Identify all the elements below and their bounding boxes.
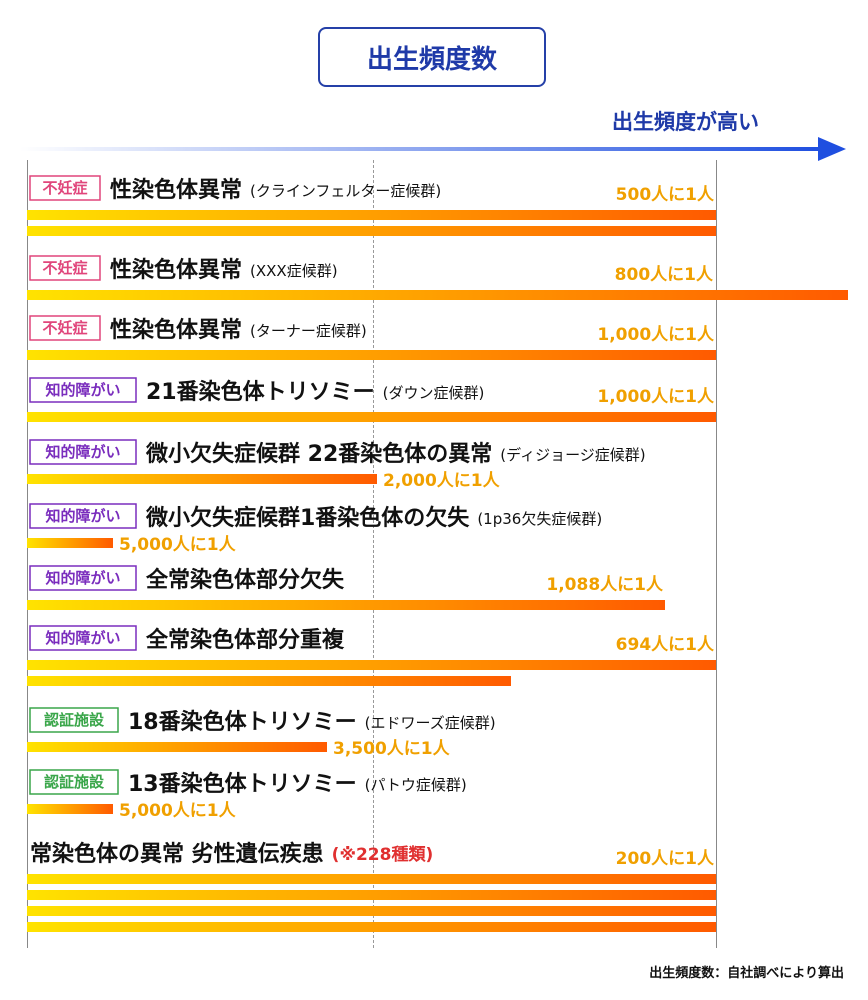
row-detail: (※228種類) [332, 844, 434, 865]
category-badge [29, 707, 119, 733]
row-detail: (ターナー症候群) [250, 322, 367, 340]
category-badge [29, 503, 137, 529]
row-detail: (クラインフェルター症候群) [250, 182, 441, 200]
category-badge [29, 439, 137, 465]
category-badge [29, 175, 101, 201]
frequency-bar [27, 906, 716, 916]
frequency-bar [27, 226, 716, 236]
category-badge [29, 565, 137, 591]
frequency-bar [27, 412, 716, 422]
row-name: 18番染色体トリソミー [128, 709, 357, 735]
frequency-label: 1,000人に1人 [597, 387, 715, 407]
frequency-label: 5,000人に1人 [119, 801, 237, 821]
category-badge-label: 認証施設 [44, 773, 105, 791]
chart-row: 知的障がい 微小欠失症候群1番染色体の欠失 (1p36欠失症候群) 5,000人に1人 [27, 503, 602, 555]
category-badge-label: 知的障がい [45, 381, 120, 399]
chart-row: 不妊症 性染色体異常 (ターナー症候群) 1,000人に1人 [27, 315, 716, 360]
frequency-bar [27, 210, 716, 220]
row-detail: (1p36欠失症候群) [477, 510, 602, 528]
row-name: 性染色体異常 [110, 317, 242, 343]
chart-title: 出生頻度数 [318, 27, 546, 87]
frequency-bar [27, 890, 716, 900]
row-detail: (XXX症候群) [250, 262, 338, 280]
row-detail: (パトウ症候群) [365, 776, 467, 794]
frequency-label: 3,500人に1人 [333, 739, 451, 759]
category-badge [29, 377, 137, 403]
axis-mid-line [373, 160, 374, 948]
row-name: 常染色体の異常 劣性遺伝疾患 [30, 841, 324, 867]
frequency-bar [27, 742, 327, 752]
frequency-label: 5,000人に1人 [119, 535, 237, 555]
category-badge-label: 不妊症 [42, 319, 87, 337]
frequency-bar [27, 474, 377, 484]
row-name: 13番染色体トリソミー [128, 771, 357, 797]
chart-row: 常染色体の異常 劣性遺伝疾患 (※228種類) 200人に1人 [27, 841, 716, 932]
frequency-bar [27, 922, 716, 932]
category-badge-label: 不妊症 [42, 179, 87, 197]
frequency-bar [27, 600, 665, 610]
chart-row: 知的障がい 全常染色体部分欠失 1,088人に1人 [27, 565, 665, 610]
frequency-label: 2,000人に1人 [383, 471, 501, 491]
chart-row: 認証施設 18番染色体トリソミー (エドワーズ症候群) 3,500人に1人 [27, 707, 496, 759]
category-badge-label: 知的障がい [45, 569, 120, 587]
chart-row: 知的障がい 微小欠失症候群 22番染色体の異常 (ディジョージ症候群) 2,000人に… [27, 439, 646, 491]
frequency-label: 694人に1人 [616, 635, 715, 655]
row-name: 微小欠失症候群 22番染色体の異常 [145, 441, 492, 467]
category-badge [29, 769, 119, 795]
frequency-bar [27, 804, 113, 814]
row-name: 21番染色体トリソミー [146, 379, 375, 405]
footer-note: 出生頻度数：自社調べにより算出 [649, 966, 844, 981]
row-detail: (エドワーズ症候群) [365, 714, 496, 732]
axis-left-line [27, 160, 28, 948]
axis-right-line [716, 160, 717, 948]
row-name: 性染色体異常 [110, 177, 242, 203]
frequency-label: 1,088人に1人 [546, 575, 664, 595]
category-badge-label: 知的障がい [45, 507, 120, 525]
frequency-bar [27, 290, 848, 300]
row-detail: (ディジョージ症候群) [500, 446, 645, 464]
category-badge [29, 255, 101, 281]
frequency-label: 800人に1人 [615, 265, 714, 285]
chart-row: 知的障がい 21番染色体トリソミー (ダウン症候群) 1,000人に1人 [27, 377, 716, 422]
category-badge-label: 知的障がい [45, 443, 120, 461]
frequency-label: 500人に1人 [616, 185, 715, 205]
frequency-bar [27, 874, 716, 884]
chart-row: 不妊症 性染色体異常 (クラインフェルター症候群) 500人に1人 [27, 175, 716, 236]
frequency-label: 1,000人に1人 [597, 325, 715, 345]
direction-label: 出生頻度が高い [612, 110, 759, 134]
row-detail: (ダウン症候群) [383, 384, 485, 402]
row-name: 微小欠失症候群1番染色体の欠失 [145, 505, 470, 531]
frequency-bar [27, 538, 113, 548]
category-badge-label: 認証施設 [44, 711, 105, 729]
chart-row: 不妊症 性染色体異常 (XXX症候群) 800人に1人 [27, 255, 848, 300]
row-name: 全常染色体部分欠失 [145, 567, 345, 593]
category-badge [29, 625, 137, 651]
frequency-bar [27, 350, 716, 360]
row-name: 全常染色体部分重複 [145, 627, 345, 653]
frequency-label: 200人に1人 [616, 849, 715, 869]
category-badge-label: 知的障がい [45, 629, 120, 647]
category-badge [29, 315, 101, 341]
frequency-bar [27, 676, 511, 686]
frequency-bar [27, 660, 716, 670]
direction-arrow-icon [20, 137, 846, 161]
chart-row: 知的障がい 全常染色体部分重複 694人に1人 [27, 625, 716, 686]
row-name: 性染色体異常 [110, 257, 242, 283]
category-badge-label: 不妊症 [42, 259, 87, 277]
chart-row: 認証施設 13番染色体トリソミー (パトウ症候群) 5,000人に1人 [27, 769, 467, 821]
